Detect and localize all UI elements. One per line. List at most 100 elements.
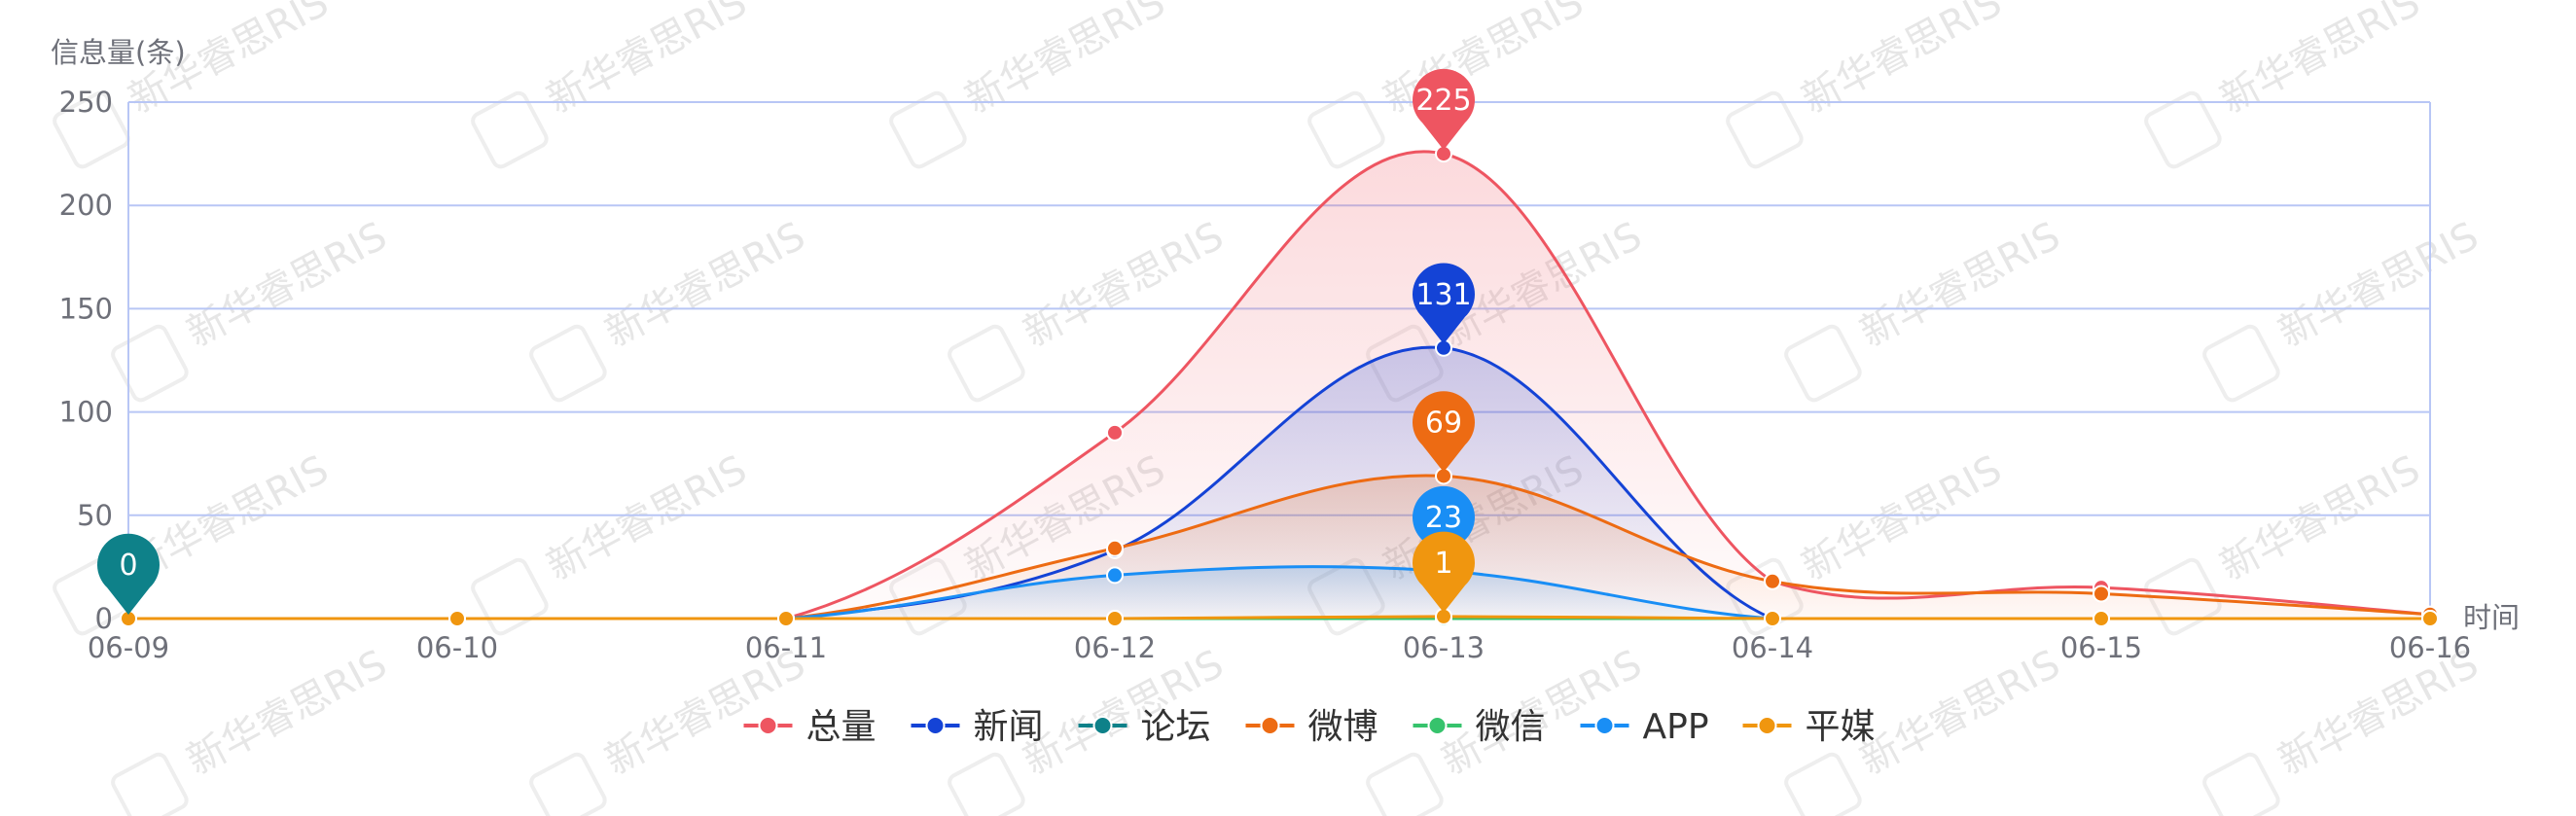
watermark-text: 新华睿思RIS <box>180 642 394 784</box>
x-tick-label: 06-14 <box>1732 631 1813 664</box>
watermark-logo-icon <box>2202 752 2280 816</box>
pin-label: 0 <box>119 549 137 583</box>
watermark-logo-icon <box>1307 90 1385 169</box>
watermark-text: 新华睿思RIS <box>2272 214 2486 356</box>
watermark-logo-icon <box>1784 752 1862 816</box>
legend-label: 论坛 <box>1141 707 1211 747</box>
pin-marker-icon <box>97 533 160 615</box>
watermark-text: 新华睿思RIS <box>958 0 1172 123</box>
legend-label: 微博 <box>1308 707 1378 747</box>
watermark-logo-icon <box>1366 752 1444 816</box>
watermark: 新华睿思RIS <box>889 0 1172 169</box>
series-area <box>128 151 2430 619</box>
x-tick-label: 06-10 <box>416 631 498 664</box>
series-lines <box>128 150 2431 621</box>
legend-item[interactable]: 微信 <box>1413 707 1546 747</box>
watermark-logo-icon <box>889 90 967 169</box>
watermark: 新华睿思RIS <box>471 0 754 169</box>
watermark-logo-icon <box>2202 324 2280 403</box>
series-area <box>128 475 2430 619</box>
watermark-logo-icon <box>471 90 549 169</box>
watermark-text: 新华睿思RIS <box>1853 214 2067 356</box>
data-point[interactable] <box>1106 566 1124 585</box>
y-tick-label: 150 <box>59 292 113 325</box>
legend[interactable]: 总量 新闻 论坛 微博 微信 APP 平媒 <box>743 707 1876 747</box>
legend-dot-icon <box>1757 716 1777 735</box>
data-point[interactable] <box>2093 585 2110 603</box>
watermark-text: 新华睿思RIS <box>1017 214 1231 356</box>
legend-item[interactable]: 论坛 <box>1078 707 1211 747</box>
watermark: 新华睿思RIS <box>111 642 394 816</box>
pin-label: 1 <box>1434 547 1452 581</box>
series-points <box>120 145 2439 627</box>
watermark: 新华睿思RIS <box>529 214 812 403</box>
pin-marker-icon <box>1413 263 1475 344</box>
y-tick-label: 50 <box>77 499 113 532</box>
watermark: 新华睿思RIS <box>2202 642 2486 816</box>
watermark: 新华睿思RIS <box>111 214 394 403</box>
legend-dot-icon <box>1092 716 1113 735</box>
legend-item[interactable]: APP <box>1580 707 1709 747</box>
x-tick-label: 06-12 <box>1074 631 1156 664</box>
y-tick-label: 200 <box>59 189 113 222</box>
data-point[interactable] <box>448 610 466 627</box>
watermark-logo-icon <box>53 90 130 169</box>
series-area <box>128 347 2430 619</box>
series-area <box>128 566 2430 619</box>
legend-dot-icon <box>1427 716 1448 735</box>
watermark: 新华睿思RIS <box>2202 214 2486 403</box>
pin-marker-icon <box>1413 68 1476 151</box>
data-point[interactable] <box>1764 572 1781 590</box>
max-value-pins: 225 131 0 69 23 1 <box>97 68 1476 615</box>
data-point[interactable] <box>1106 539 1124 557</box>
watermark-text: 新华睿思RIS <box>180 214 394 356</box>
x-axis-title: 时间 <box>2463 601 2520 634</box>
pin-marker-icon <box>1413 531 1476 613</box>
legend-item[interactable]: 新闻 <box>911 707 1044 747</box>
watermark-text: 新华睿思RIS <box>2213 0 2427 123</box>
watermark-logo-icon <box>529 324 607 403</box>
max-value-pin: 0 <box>97 533 160 615</box>
watermark-logo-icon <box>2144 90 2222 169</box>
data-point[interactable] <box>777 610 795 627</box>
watermark-logo-icon <box>529 752 607 816</box>
legend-item[interactable]: 平媒 <box>1742 707 1876 747</box>
data-point[interactable] <box>1106 610 1124 627</box>
watermark-text: 新华睿思RIS <box>1853 642 2067 784</box>
legend-dot-icon <box>758 716 778 735</box>
legend-label: 平媒 <box>1806 707 1876 747</box>
legend-item[interactable]: 总量 <box>743 707 877 747</box>
axes: 信息量(条) 时间 <box>51 36 2520 634</box>
pin-label: 69 <box>1425 406 1462 440</box>
data-point[interactable] <box>1764 610 1781 627</box>
pin-label: 131 <box>1415 278 1471 312</box>
pin-label: 23 <box>1425 501 1462 535</box>
y-tick-label: 100 <box>59 396 113 429</box>
watermark-text: 新华睿思RIS <box>1795 447 2009 589</box>
data-point[interactable] <box>2421 610 2439 627</box>
legend-dot-icon <box>1594 716 1615 735</box>
watermark-text: 新华睿思RIS <box>2213 447 2427 589</box>
legend-label: APP <box>1643 707 1709 747</box>
series-areas <box>128 151 2430 619</box>
series-line <box>128 615 2430 621</box>
data-point[interactable] <box>2093 610 2110 627</box>
max-value-pin: 69 <box>1413 391 1475 473</box>
watermark-logo-icon <box>948 752 1025 816</box>
x-tick-label: 06-16 <box>2389 631 2471 664</box>
legend-item[interactable]: 微博 <box>1245 707 1378 747</box>
watermark: 新华睿思RIS <box>471 447 754 636</box>
watermark-logo-icon <box>1784 324 1862 403</box>
watermark-logo-icon <box>111 324 189 403</box>
y-tick-label: 0 <box>95 602 113 635</box>
max-value-pin: 131 <box>1413 263 1475 344</box>
x-tick-label: 06-11 <box>745 631 827 664</box>
watermark: 新华睿思RIS <box>1784 214 2067 403</box>
data-point[interactable] <box>1106 423 1124 442</box>
legend-dot-icon <box>925 716 946 735</box>
legend-label: 微信 <box>1476 707 1546 747</box>
y-tick-label: 250 <box>59 86 113 119</box>
watermark-text: 新华睿思RIS <box>540 447 754 589</box>
